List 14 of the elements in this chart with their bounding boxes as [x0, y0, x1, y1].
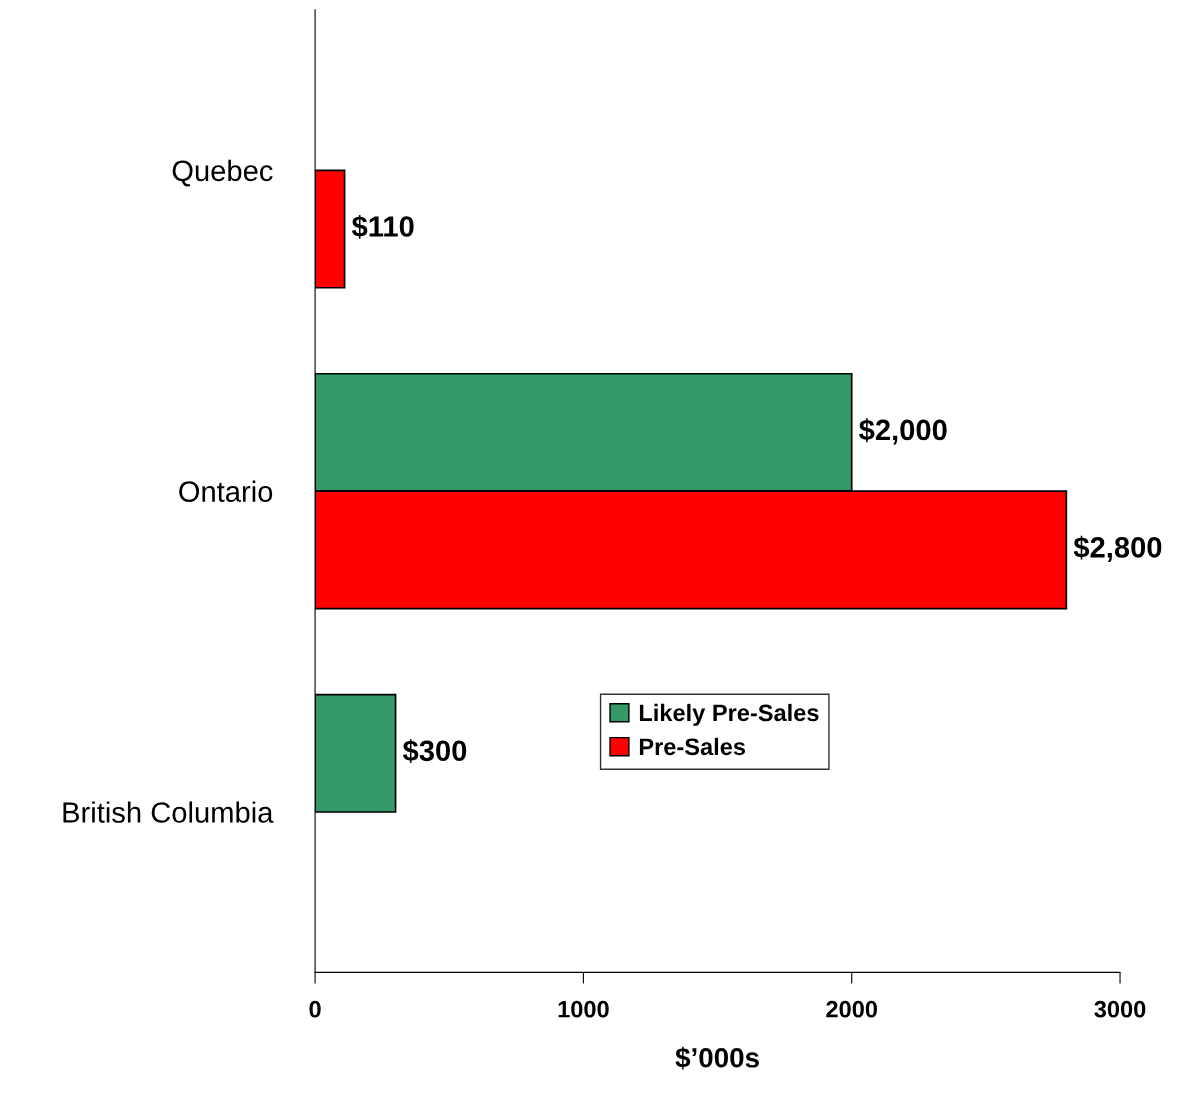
legend-label: Pre-Sales — [639, 737, 746, 756]
x-tick-label: 2000 — [826, 1000, 878, 1018]
x-tick-label: 3000 — [1094, 1000, 1146, 1018]
data-label: $2,000 — [859, 418, 947, 445]
x-tick-label: 0 — [309, 1000, 321, 1018]
y-tick-label: Ontario — [179, 480, 273, 503]
y-tick-label: British Columbia — [63, 801, 274, 823]
legend-label: Likely Pre-Sales — [639, 703, 819, 726]
data-label: $300 — [402, 739, 467, 763]
y-tick-label: Quebec — [172, 159, 273, 187]
x-tick-label: 1000 — [558, 1000, 609, 1018]
data-label: $110 — [351, 214, 414, 239]
x-axis-title: $’000s — [675, 1046, 759, 1070]
data-label: $2,800 — [1073, 535, 1162, 562]
